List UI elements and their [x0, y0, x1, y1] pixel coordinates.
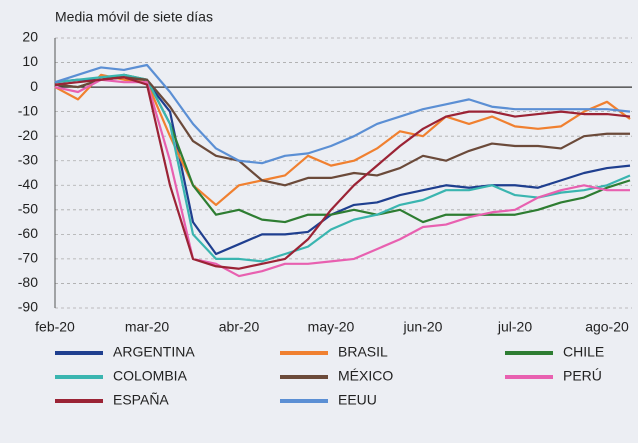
- y-tick-label: -40: [18, 176, 38, 192]
- legend-label: PERÚ: [563, 368, 602, 384]
- x-tick-label: jun-20: [403, 319, 443, 335]
- legend-label: MÉXICO: [338, 368, 393, 384]
- series-line: [54, 76, 631, 270]
- legend-label: ARGENTINA: [113, 344, 195, 360]
- legend-label: COLOMBIA: [113, 368, 188, 384]
- x-tick-label: jul-20: [497, 319, 532, 335]
- x-tick-label: mar-20: [125, 319, 170, 335]
- x-tick-label: may-20: [308, 319, 355, 335]
- legend-label: ESPAÑA: [113, 392, 169, 408]
- legend-label: CHILE: [563, 344, 604, 360]
- legend-label: BRASIL: [338, 344, 388, 360]
- y-tick-label: 0: [30, 78, 38, 94]
- series-line: [54, 73, 631, 263]
- y-tick-label: -50: [18, 201, 38, 217]
- y-tick-label: -30: [18, 151, 38, 167]
- y-tick-label: -20: [18, 127, 38, 143]
- x-tick-label: abr-20: [219, 319, 260, 335]
- series-line: [54, 73, 631, 207]
- y-tick-label: -90: [18, 299, 38, 315]
- series-line: [54, 78, 630, 278]
- y-tick-label: -60: [18, 225, 38, 241]
- x-tick-label: feb-20: [35, 319, 75, 335]
- y-tick-label: 10: [22, 53, 38, 69]
- y-tick-label: -70: [18, 250, 38, 266]
- y-tick-label: 20: [22, 29, 38, 45]
- legend-label: EEUU: [338, 392, 377, 408]
- y-axis-label: Media móvil de siete días: [55, 9, 213, 25]
- series-line: [54, 63, 631, 165]
- x-tick-label: ago-20: [585, 319, 629, 335]
- y-tick-label: -80: [18, 274, 38, 290]
- y-tick-label: -10: [18, 102, 38, 118]
- series-line: [54, 76, 630, 187]
